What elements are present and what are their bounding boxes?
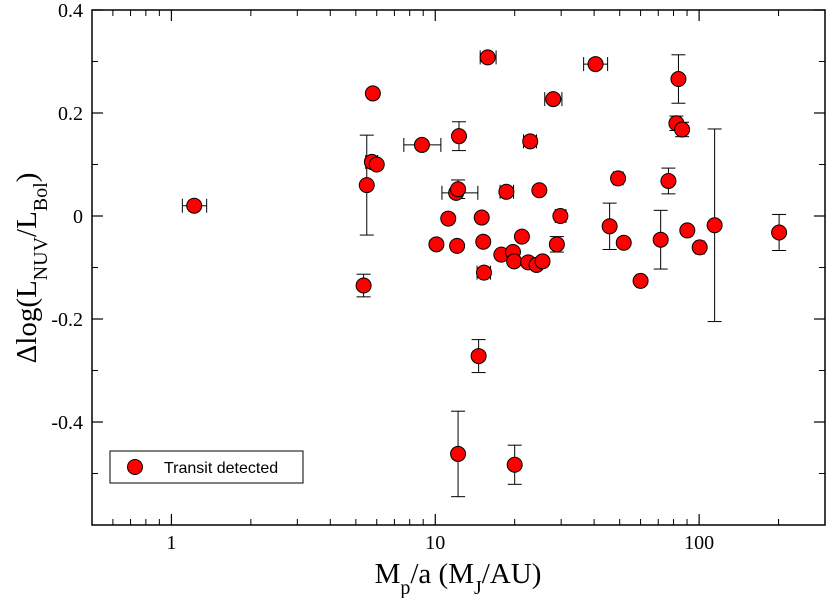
data-point xyxy=(470,348,487,365)
y-tick-label: 0.2 xyxy=(58,103,83,125)
data-point xyxy=(679,222,696,239)
data-point xyxy=(450,445,467,462)
data-point xyxy=(506,253,523,270)
data-point xyxy=(615,234,632,251)
data-point xyxy=(358,177,375,194)
data-point xyxy=(440,210,457,227)
data-point xyxy=(368,156,385,173)
data-point xyxy=(660,172,677,189)
data-point xyxy=(587,56,604,73)
data-points-layer xyxy=(186,49,788,473)
data-point xyxy=(473,209,490,226)
y-tick-label: -0.2 xyxy=(51,309,83,331)
data-point xyxy=(513,228,530,245)
x-axis-title: Mp/a (MJ/AU) xyxy=(375,558,542,598)
data-point xyxy=(610,170,627,187)
data-point xyxy=(706,217,723,234)
data-point xyxy=(355,277,372,294)
x-tick-label: 1 xyxy=(166,532,176,554)
y-title-end: ) xyxy=(11,173,43,183)
data-point xyxy=(534,253,551,270)
data-point xyxy=(632,272,649,289)
y-tick-label: 0 xyxy=(73,206,83,228)
y-tick-label: 0.4 xyxy=(58,0,83,22)
data-point xyxy=(475,233,492,250)
data-point xyxy=(548,236,565,253)
y-tick-label: -0.4 xyxy=(51,412,83,434)
y-title-sub1: NUV xyxy=(30,236,52,280)
x-title-main: M xyxy=(375,558,401,590)
axis-tick-labels: 1 10 100 0.4 0.2 0 -0.2 -0.4 xyxy=(51,0,714,554)
x-tick-label: 10 xyxy=(425,532,445,554)
data-point xyxy=(552,208,569,224)
data-point xyxy=(449,237,466,254)
axis-ticks xyxy=(91,9,826,525)
x-title-mid: /a (M xyxy=(410,558,474,590)
data-point xyxy=(450,181,467,198)
data-point xyxy=(531,182,548,199)
data-point xyxy=(601,218,618,235)
data-point xyxy=(186,197,203,214)
y-title-mid: /L xyxy=(11,211,43,237)
x-tick-label: 100 xyxy=(684,532,714,554)
data-point xyxy=(652,231,669,248)
data-point xyxy=(771,224,788,241)
y-axis-title: Δlog(LNUV/LBol) xyxy=(11,173,52,364)
data-point xyxy=(413,136,430,153)
data-point xyxy=(428,236,445,253)
data-point xyxy=(498,183,515,200)
data-point xyxy=(691,239,708,256)
x-title-end: /AU) xyxy=(482,558,542,590)
legend: Transit detected xyxy=(109,450,304,484)
x-title-sub1: p xyxy=(400,577,410,598)
data-point xyxy=(545,91,562,108)
data-point xyxy=(364,85,381,102)
data-point xyxy=(479,49,496,66)
data-point xyxy=(522,133,539,150)
data-point xyxy=(450,128,467,145)
x-title-sub2: J xyxy=(474,577,482,598)
legend-label: Transit detected xyxy=(164,460,278,477)
data-point xyxy=(674,121,691,138)
y-title-sub2: Bol xyxy=(30,182,52,211)
data-point xyxy=(506,456,523,473)
y-title-pre: Δlog(L xyxy=(11,280,43,363)
data-point xyxy=(475,264,492,281)
legend-marker xyxy=(127,459,143,475)
data-point xyxy=(670,71,687,88)
